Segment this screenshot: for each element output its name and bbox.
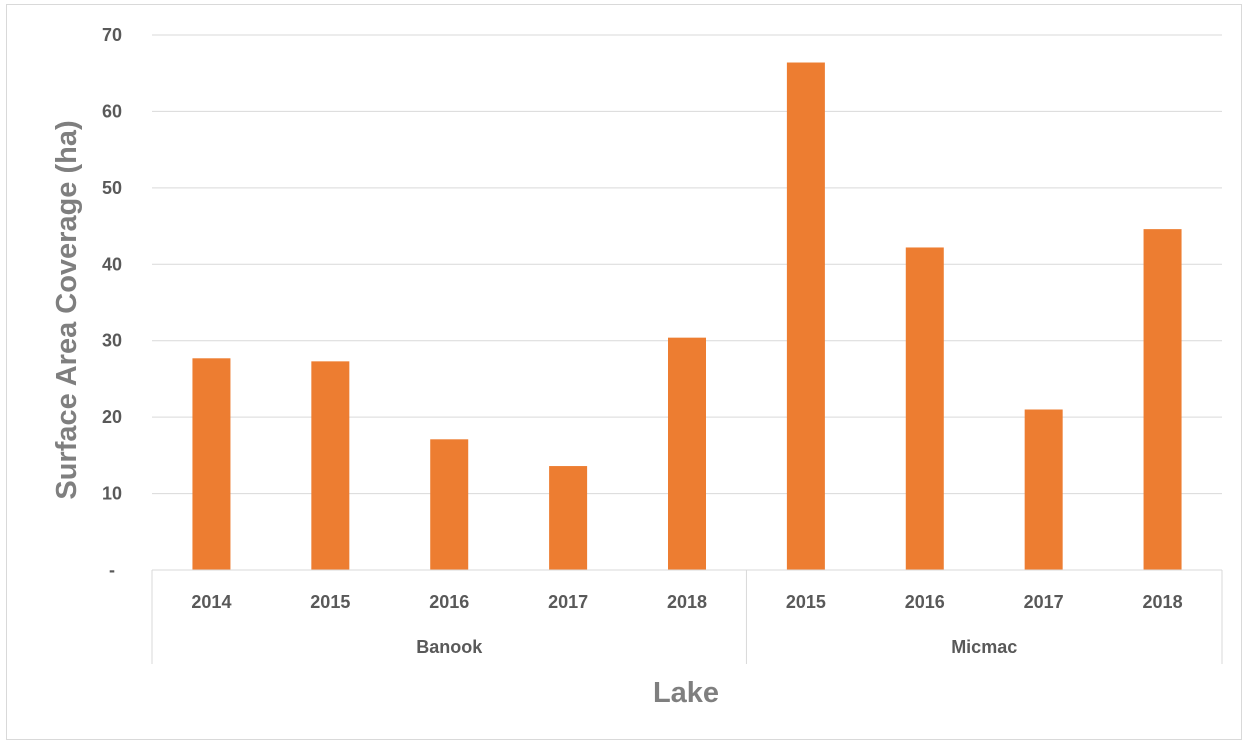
x-tick-label: 2016 xyxy=(905,592,945,612)
x-tick-label: 2015 xyxy=(786,592,826,612)
y-tick-label: 20 xyxy=(102,407,122,427)
bar xyxy=(668,337,706,570)
y-tick-labels: - 10 20 30 40 50 60 70 xyxy=(102,25,122,580)
x-tick-labels: 2014 2015 2016 2017 2018 2015 2016 2017 2018 xyxy=(191,592,1182,612)
bar xyxy=(192,358,231,570)
x-tick-label: 2018 xyxy=(1143,592,1183,612)
x-axis-title: Lake xyxy=(653,677,719,709)
y-tick-label: 10 xyxy=(102,484,122,504)
bar xyxy=(1143,229,1182,570)
y-tick-label: 70 xyxy=(102,25,122,45)
group-label: Banook xyxy=(416,637,483,657)
bar xyxy=(311,361,350,570)
y-tick-label: 30 xyxy=(102,331,122,351)
x-tick-label: 2017 xyxy=(1024,592,1064,612)
bar xyxy=(430,439,469,570)
bar xyxy=(905,247,944,570)
x-tick-label: 2015 xyxy=(310,592,350,612)
y-tick-label: 40 xyxy=(102,254,122,274)
x-tick-label: 2014 xyxy=(191,592,231,612)
y-tick-label: 60 xyxy=(102,101,122,121)
group-label: Micmac xyxy=(951,637,1017,657)
axes xyxy=(151,569,1223,664)
bar xyxy=(1024,409,1063,570)
y-tick-label: 50 xyxy=(102,178,122,198)
bars xyxy=(192,62,1182,571)
x-tick-label: 2016 xyxy=(429,592,469,612)
group-labels: Banook Micmac xyxy=(416,637,1017,657)
bar xyxy=(549,466,588,570)
x-tick-label: 2018 xyxy=(667,592,707,612)
y-axis-title: Surface Area Coverage (ha) xyxy=(51,120,83,499)
x-tick-label: 2017 xyxy=(548,592,588,612)
bar xyxy=(786,62,825,571)
y-tick-label: - xyxy=(109,560,115,580)
